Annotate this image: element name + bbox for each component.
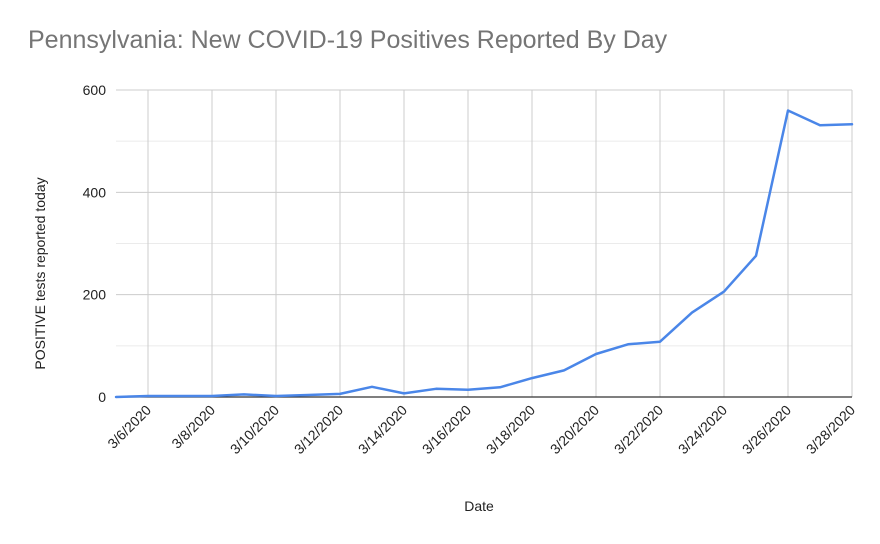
x-axis-ticks: 3/6/2020 3/8/2020 3/10/2020 3/12/2020 3/14/2…: [104, 402, 858, 458]
y-axis-label: POSITIVE tests reported today: [32, 177, 48, 369]
y-axis-ticks: 0 200 400 600: [83, 82, 107, 405]
chart-title: Pennsylvania: New COVID-19 Positives Rep…: [28, 26, 668, 54]
series-line: [114, 109, 854, 399]
x-tick-label: 3/26/2020: [739, 402, 795, 458]
series-lines: [114, 109, 854, 399]
y-tick-label: 600: [83, 82, 107, 98]
x-axis-label: Date: [464, 498, 494, 514]
x-tick-label: 3/16/2020: [419, 402, 475, 458]
x-tick-label: 3/6/2020: [104, 402, 154, 452]
gridlines: [116, 89, 853, 398]
y-tick-label: 400: [83, 184, 107, 200]
x-tick-label: 3/24/2020: [675, 402, 731, 458]
x-tick-label: 3/22/2020: [611, 402, 667, 458]
y-tick-label: 0: [98, 389, 106, 405]
x-tick-label: 3/28/2020: [803, 402, 859, 458]
x-tick-label: 3/14/2020: [355, 402, 411, 458]
y-tick-label: 200: [83, 287, 107, 303]
x-tick-label: 3/8/2020: [168, 402, 218, 452]
x-tick-label: 3/12/2020: [291, 402, 347, 458]
x-tick-label: 3/10/2020: [227, 402, 283, 458]
x-tick-label: 3/20/2020: [547, 402, 603, 458]
x-tick-label: 3/18/2020: [483, 402, 539, 458]
